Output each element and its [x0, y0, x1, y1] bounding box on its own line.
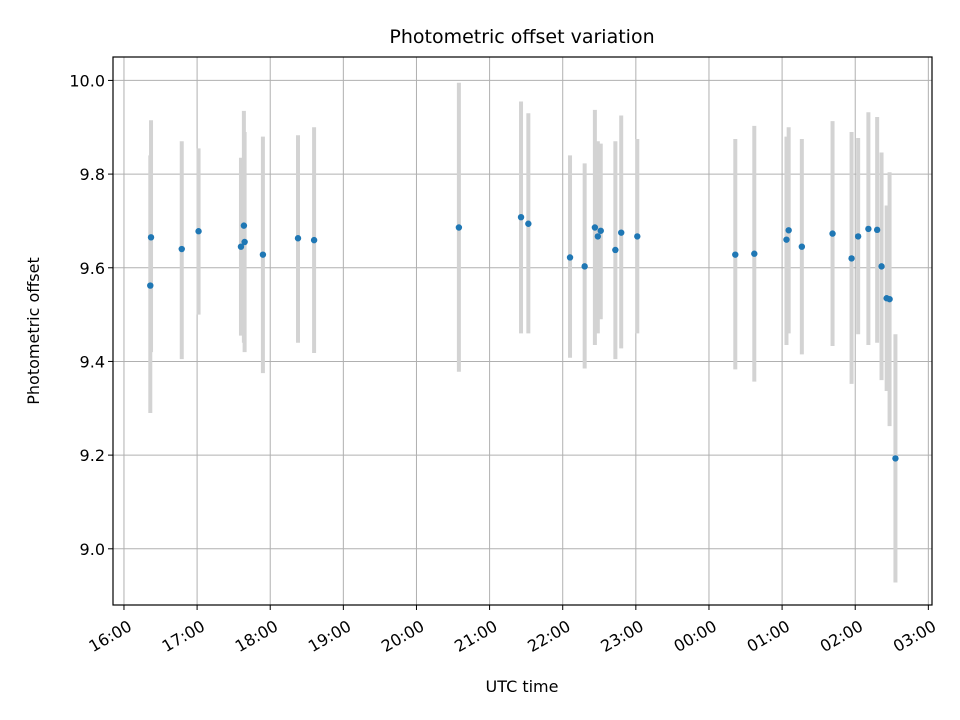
data-point: [178, 245, 185, 253]
data-point: [195, 228, 202, 235]
data-point: [785, 227, 792, 234]
y-tick-label: 9.4: [80, 352, 105, 371]
y-tick-label: 9.0: [80, 540, 105, 559]
data-point: [865, 225, 872, 233]
data-point: [732, 251, 739, 258]
data-point: [597, 227, 604, 234]
data-point: [892, 455, 899, 462]
data-point: [878, 263, 885, 270]
y-tick-label: 10.0: [69, 71, 105, 90]
data-point: [581, 263, 588, 270]
y-tick-label: 9.8: [80, 165, 105, 184]
data-point: [829, 230, 836, 237]
data-point: [873, 226, 881, 234]
data-point: [886, 295, 893, 303]
data-point: [259, 251, 267, 258]
y-axis-ticks: 9.0 9.2 9.4 9.6 9.8 10.0: [69, 71, 113, 559]
data-point: [455, 224, 463, 231]
data-point: [566, 254, 574, 261]
data-point: [591, 224, 599, 231]
data-point: [848, 255, 855, 262]
data-point: [241, 238, 248, 246]
data-point: [147, 282, 154, 289]
data-point: [618, 229, 625, 236]
data-point: [517, 213, 525, 221]
data-point: [237, 243, 245, 250]
y-tick-label: 9.2: [80, 446, 105, 465]
y-tick-label: 9.6: [80, 259, 105, 278]
data-point: [798, 243, 806, 250]
data-point: [854, 233, 862, 240]
y-axis-label: Photometric offset: [24, 257, 43, 405]
chart-title: Photometric offset variation: [389, 26, 654, 48]
data-point: [612, 246, 619, 254]
data-point: [147, 234, 155, 241]
data-point: [240, 222, 248, 229]
data-point: [594, 233, 602, 240]
x-axis-label: UTC time: [486, 677, 559, 696]
data-point: [783, 236, 790, 243]
data-point: [751, 250, 758, 257]
plot-area-frame: [112, 56, 933, 606]
data-points: [147, 213, 899, 462]
data-point: [634, 233, 641, 240]
data-point: [525, 220, 532, 227]
data-point: [310, 236, 318, 244]
data-point: [294, 235, 302, 242]
